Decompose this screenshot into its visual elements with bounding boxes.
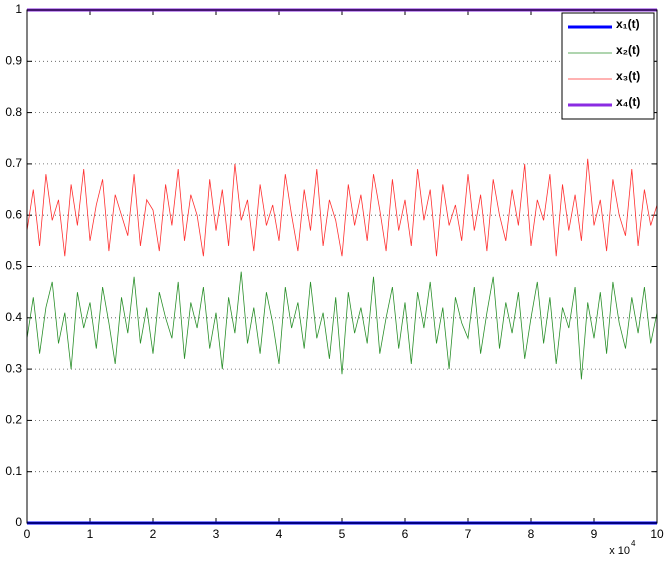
y-tick-label: 0.1	[5, 464, 22, 478]
legend: x₁(t) x₂(t) x₃(t) x₄(t)	[561, 12, 655, 120]
y-tick-label: 0.7	[5, 156, 22, 170]
y-tick-label: 0.8	[5, 105, 22, 119]
y-tick-label: 0.5	[5, 259, 22, 273]
x-tick-label: 8	[528, 527, 535, 541]
y-tick-label: 1	[15, 2, 22, 16]
y-tick-label: 0.3	[5, 361, 22, 375]
x-tick-label: 1	[87, 527, 94, 541]
x-tick-label: 4	[276, 527, 283, 541]
y-tick-label: 0.2	[5, 413, 22, 427]
x-tick-label: 9	[591, 527, 598, 541]
x-tick-label: 5	[339, 527, 346, 541]
series-line	[26, 271, 658, 380]
x-tick-label: 6	[402, 527, 409, 541]
y-tick-label: 0.6	[5, 207, 22, 221]
axes-frame	[26, 9, 658, 524]
x-tick-label: 0	[24, 527, 31, 541]
y-tick-label: 0.4	[5, 310, 22, 324]
x-scale-exponent: 4	[631, 539, 636, 548]
legend-label: x₃(t)	[616, 69, 640, 83]
x-tick-label: 10	[650, 527, 664, 541]
x-tick-label: 2	[150, 527, 157, 541]
legend-label: x₂(t)	[616, 43, 640, 57]
x-tick-label: 3	[213, 527, 220, 541]
y-tick-label: 0.9	[5, 53, 22, 67]
legend-box	[561, 12, 655, 120]
x-scale-base: x 10	[609, 545, 630, 557]
y-tick-label: 0	[15, 515, 22, 529]
legend-label: x₄(t)	[616, 95, 640, 109]
legend-label: x₁(t)	[616, 17, 640, 31]
series-line	[26, 158, 658, 257]
x-tick-label: 7	[465, 527, 472, 541]
